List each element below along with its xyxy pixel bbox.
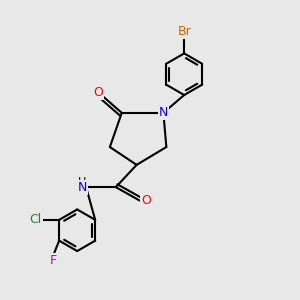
Text: O: O: [141, 194, 151, 207]
Text: O: O: [93, 85, 103, 98]
Text: N: N: [78, 181, 87, 194]
Text: N: N: [159, 106, 168, 119]
Text: Cl: Cl: [29, 213, 41, 226]
Text: H: H: [78, 177, 87, 187]
Text: F: F: [50, 254, 57, 267]
Text: Br: Br: [177, 25, 191, 38]
